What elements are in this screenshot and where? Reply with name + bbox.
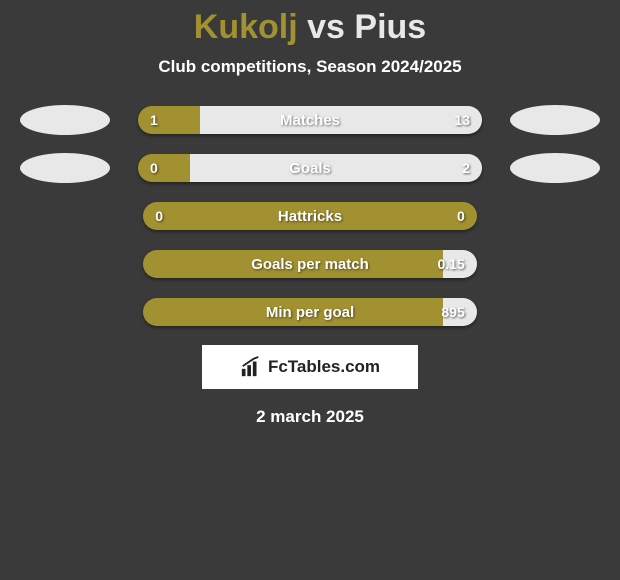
title-player1: Kukolj (194, 8, 298, 46)
brand-text: FcTables.com (268, 357, 380, 377)
comparison-widget: Kukolj vs Pius Club competitions, Season… (0, 0, 620, 427)
brand-box: FcTables.com (202, 345, 418, 389)
stat-row: 02Goals (0, 153, 620, 183)
title-vs: vs (307, 8, 345, 46)
player2-avatar (510, 153, 600, 183)
page-title: Kukolj vs Pius (0, 8, 620, 47)
date-label: 2 march 2025 (0, 407, 620, 427)
stat-bar: 02Goals (138, 154, 482, 182)
title-player2: Pius (354, 8, 426, 46)
stat-bar: 00Hattricks (143, 202, 477, 230)
stat-label: Min per goal (143, 298, 477, 326)
stat-row: 895Min per goal (0, 297, 620, 327)
avatar-spacer (28, 297, 115, 327)
stat-label: Goals (138, 154, 482, 182)
avatar-spacer (505, 297, 592, 327)
stat-label: Goals per match (143, 250, 477, 278)
stat-bar: 0.15Goals per match (143, 250, 477, 278)
avatar-spacer (28, 249, 115, 279)
stat-row: 0.15Goals per match (0, 249, 620, 279)
player2-avatar (510, 105, 600, 135)
avatar-spacer (505, 201, 592, 231)
subtitle: Club competitions, Season 2024/2025 (0, 57, 620, 77)
player1-avatar (20, 153, 110, 183)
stat-bar: 895Min per goal (143, 298, 477, 326)
stat-row: 113Matches (0, 105, 620, 135)
stats-rows: 113Matches 02Goals 00Hattricks 0.15Goals pe… (0, 105, 620, 327)
bars-icon (240, 356, 262, 378)
stat-label: Hattricks (143, 202, 477, 230)
stat-row: 00Hattricks (0, 201, 620, 231)
avatar-spacer (28, 201, 115, 231)
stat-label: Matches (138, 106, 482, 134)
avatar-spacer (505, 249, 592, 279)
stat-bar: 113Matches (138, 106, 482, 134)
player1-avatar (20, 105, 110, 135)
